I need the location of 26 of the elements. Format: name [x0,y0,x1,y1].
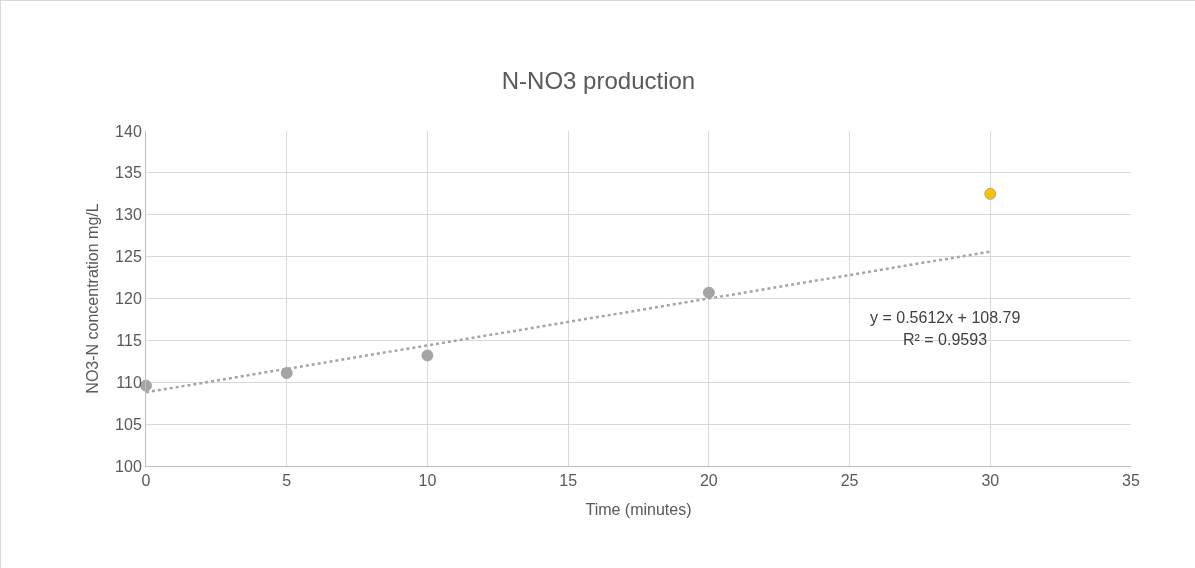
point [421,349,434,362]
point [702,286,715,299]
x-tick-label: 25 [840,472,859,490]
point [280,367,293,380]
y-tick-label: 125 [115,248,142,266]
y-tick-label: 130 [115,206,142,224]
x-tick-label: 0 [141,472,151,490]
annotation: y = 0.5612x + 108.79 [870,309,1021,326]
x-tick-label: 15 [559,472,578,490]
point [984,187,997,200]
y-tick-label: 105 [115,415,142,433]
x-tick-label: 10 [418,472,437,490]
y-tick-label: 100 [115,457,142,475]
annotation: R² = 0.9593 [903,331,988,348]
y-tick-label: 140 [115,122,142,140]
x-axis-title: Time (minutes) [585,500,692,518]
y-tick-label: 135 [115,164,142,182]
y-tick-label: 120 [115,290,142,308]
y-tick-label: 110 [116,373,142,391]
x-tick-label: 30 [981,472,1000,490]
y-tick-label: 115 [116,331,142,349]
chart-title: N-NO3 production [501,66,696,94]
x-tick-label: 5 [282,472,292,490]
x-tick-label: 35 [1122,472,1140,490]
x-tick-label: 20 [699,472,718,490]
y-axis-title: NO3-N concentration mg/L [84,203,101,394]
